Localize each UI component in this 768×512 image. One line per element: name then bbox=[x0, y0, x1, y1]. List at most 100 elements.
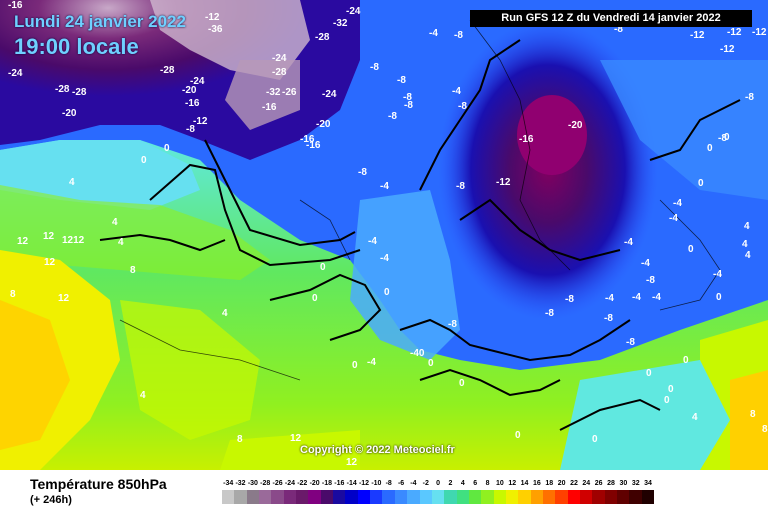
scale-swatch bbox=[579, 490, 593, 504]
isotherm-value-label: -24 bbox=[190, 76, 205, 87]
isotherm-value-label: -28 bbox=[55, 84, 70, 95]
isotherm-value-label: -8 bbox=[448, 319, 457, 330]
scale-swatch bbox=[481, 490, 494, 504]
isotherm-value-label: 12 bbox=[17, 236, 29, 247]
isotherm-value-label: 0 bbox=[515, 430, 521, 441]
scale-label: -8 bbox=[385, 480, 392, 487]
isotherm-value-label: 4 bbox=[745, 250, 751, 261]
isotherm-value-label: -4 bbox=[380, 253, 389, 264]
isotherm-value-label: 0 bbox=[141, 155, 147, 166]
isotherm-value-label: -4 bbox=[368, 236, 377, 247]
isotherm-value-label: -8 bbox=[388, 111, 397, 122]
scale-label: 28 bbox=[607, 480, 615, 487]
model-run-banner: Run GFS 12 Z du Vendredi 14 janvier 2022 bbox=[470, 10, 752, 27]
isotherm-value-label: -8 bbox=[404, 100, 413, 111]
isotherm-value-label: -4 bbox=[624, 237, 633, 248]
scale-swatch bbox=[333, 490, 346, 504]
isotherm-value-label: -4 bbox=[452, 86, 461, 97]
isotherm-value-label: -32 bbox=[266, 87, 281, 98]
isotherm-value-label: -24 bbox=[322, 89, 337, 100]
isotherm-value-label: -40 bbox=[410, 348, 425, 359]
isotherm-value-label: 12 bbox=[346, 457, 358, 468]
map-value-labels: -16-12-36-32-24-28-24-28 -28-28-24-20-16-… bbox=[8, 0, 768, 468]
isotherm-value-label: -8 bbox=[397, 75, 406, 86]
isotherm-value-label: 0 bbox=[698, 178, 704, 189]
scale-label: 30 bbox=[619, 480, 628, 487]
scale-swatch bbox=[431, 490, 445, 504]
isotherm-value-label: -4 bbox=[641, 258, 650, 269]
isotherm-value-label: -8 bbox=[646, 275, 655, 286]
isotherm-value-label: -16 bbox=[8, 0, 23, 11]
isotherm-value-label: 8 bbox=[237, 434, 243, 445]
scale-swatch bbox=[357, 490, 371, 504]
scale-label: 6 bbox=[473, 480, 478, 487]
scale-label: 20 bbox=[557, 480, 566, 487]
scale-swatch bbox=[296, 490, 309, 504]
scale-swatch bbox=[542, 490, 556, 504]
scale-swatch bbox=[617, 490, 630, 504]
isotherm-value-label: 0 bbox=[688, 244, 694, 255]
scale-swatch bbox=[370, 490, 383, 504]
forecast-date: Lundi 24 janvier 2022 bbox=[14, 12, 186, 31]
scale-label: 4 bbox=[460, 480, 465, 487]
isotherm-value-label: -28 bbox=[272, 67, 287, 78]
scale-swatch bbox=[444, 490, 457, 504]
isotherm-value-label: -8 bbox=[458, 101, 467, 112]
legend-footer: Température 850hPa (+ 246h) -34 -32 -30 -28… bbox=[0, 470, 768, 512]
scale-label: -22 bbox=[297, 480, 308, 487]
isotherm-value-label: 4 bbox=[140, 390, 146, 401]
isotherm-value-label: -12 bbox=[690, 30, 705, 41]
isotherm-value-label: -12 bbox=[496, 177, 511, 188]
isotherm-value-label: 0 bbox=[668, 384, 674, 395]
scale-label: -2 bbox=[422, 480, 429, 487]
isotherm-value-label: -20 bbox=[182, 85, 197, 96]
temperature-map: -16 -12 -36 -32 -24 -28 -24 -28 -28 -28 -24 -20 -16-… bbox=[0, 0, 768, 470]
isotherm-value-label: -24 bbox=[272, 53, 287, 64]
scale-swatch bbox=[629, 490, 642, 504]
isotherm-value-label: -4 bbox=[652, 292, 661, 303]
scale-label: -28 bbox=[260, 480, 271, 487]
isotherm-value-label: -12 bbox=[193, 116, 208, 127]
isotherm-value-label: -8 bbox=[604, 313, 613, 324]
scale-label: -34 bbox=[223, 480, 234, 487]
forecast-lead: (+ 246h) bbox=[30, 494, 72, 506]
isotherm-value-label: 0 bbox=[459, 378, 465, 389]
isotherm-value-label: -12 bbox=[727, 27, 742, 38]
map-field: -16-12-36-32-24-28-24-28 -28-28-24-20-16-… bbox=[0, 0, 768, 470]
isotherm-value-label: -4 bbox=[367, 357, 376, 368]
isotherm-value-label: -8 bbox=[370, 62, 379, 73]
isotherm-value-label: -4 bbox=[632, 292, 641, 303]
isotherm-value-label: -20 bbox=[316, 119, 331, 130]
isotherm-value-label: 4 bbox=[118, 237, 124, 248]
isotherm-value-label: -26 bbox=[282, 87, 297, 98]
scale-swatch bbox=[246, 490, 260, 504]
isotherm-value-label: -8 bbox=[456, 181, 465, 192]
isotherm-value-label: 4 bbox=[112, 217, 118, 228]
isotherm-value-label: -8 bbox=[745, 92, 754, 103]
scale-swatch bbox=[283, 490, 297, 504]
scale-swatch bbox=[419, 490, 432, 504]
isotherm-value-label: -28 bbox=[160, 65, 175, 76]
isotherm-value-label: -8 bbox=[614, 24, 623, 35]
scale-label: -10 bbox=[371, 480, 382, 487]
isotherm-value-label: -32 bbox=[333, 18, 348, 29]
scale-label: 2 bbox=[448, 480, 453, 487]
isotherm-value-label: -4 bbox=[669, 213, 678, 224]
isotherm-value-label: -8 bbox=[718, 133, 727, 144]
isotherm-value-label: -12 bbox=[752, 27, 767, 38]
scale-label: -6 bbox=[397, 480, 405, 487]
isotherm-value-label: 4 bbox=[69, 177, 75, 188]
scale-swatch bbox=[222, 490, 235, 504]
scale-swatch bbox=[592, 490, 605, 504]
isotherm-value-label: -16 bbox=[262, 102, 277, 113]
isotherm-value-label: -28 bbox=[72, 87, 87, 98]
color-scale-bar bbox=[222, 490, 655, 504]
scale-label: -18 bbox=[321, 480, 333, 487]
isotherm-value-label: -20 bbox=[568, 120, 583, 131]
scale-label: -20 bbox=[309, 480, 320, 487]
isotherm-value-label: 0 bbox=[707, 143, 713, 154]
isotherm-value-label: 0 bbox=[428, 358, 434, 369]
isotherm-value-label: 4 bbox=[742, 239, 748, 250]
scale-swatch bbox=[493, 490, 506, 504]
isotherm-value-label: -24 bbox=[346, 6, 361, 17]
